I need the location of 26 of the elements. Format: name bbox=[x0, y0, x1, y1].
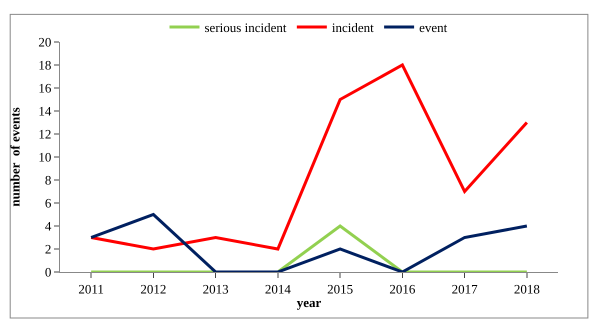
y-tick-label: 18 bbox=[38, 58, 52, 73]
x-tick-label: 2016 bbox=[389, 282, 416, 297]
x-tick-label: 2018 bbox=[514, 282, 540, 297]
y-tick-label: 16 bbox=[38, 80, 52, 96]
x-tick-label: 2012 bbox=[140, 282, 166, 297]
x-axis-title: year bbox=[296, 295, 322, 310]
y-tick-label: 10 bbox=[38, 150, 52, 165]
y-tick-label: 12 bbox=[38, 126, 52, 142]
y-tick-label: 2 bbox=[44, 242, 52, 257]
x-tick-label: 2015 bbox=[327, 282, 354, 297]
legend-label: event bbox=[419, 20, 448, 36]
line-series bbox=[90, 64, 528, 250]
legend-label: incident bbox=[332, 20, 374, 36]
x-tick-label: 2013 bbox=[202, 282, 229, 297]
legend-label: serious incident bbox=[204, 20, 287, 36]
y-tick-label: 20 bbox=[38, 34, 52, 50]
y-tick-label: 4 bbox=[44, 218, 52, 234]
y-tick-label: 6 bbox=[44, 196, 52, 211]
line-series bbox=[90, 213, 528, 272]
x-tick-label: 2014 bbox=[264, 282, 292, 297]
y-tick-label: 14 bbox=[38, 104, 52, 119]
x-tick-label: 2017 bbox=[452, 282, 478, 297]
y-tick-label: 0 bbox=[44, 264, 52, 280]
x-tick-label: 2011 bbox=[78, 282, 104, 297]
y-axis-title: number of events bbox=[7, 107, 22, 207]
y-tick-label: 8 bbox=[44, 172, 52, 188]
